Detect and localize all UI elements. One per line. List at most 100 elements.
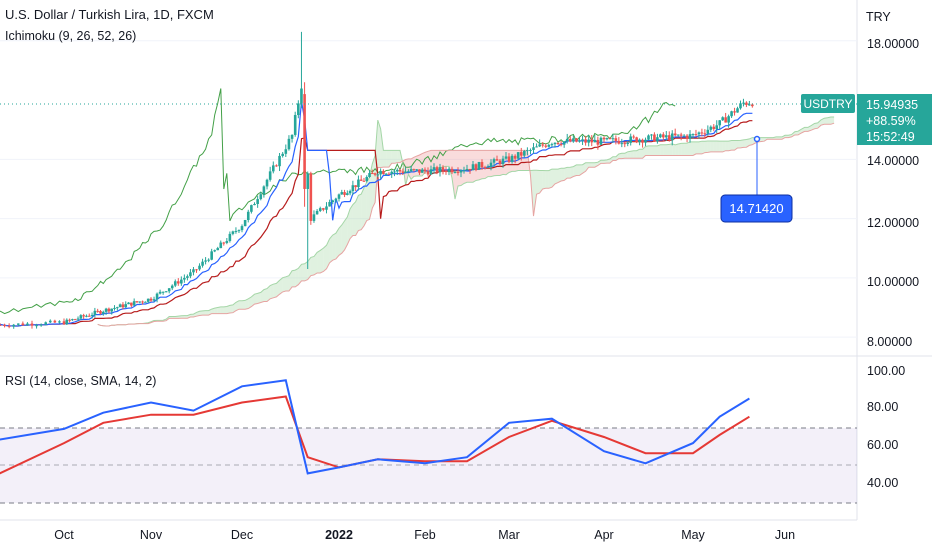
cloud-segment [536,170,540,195]
candle [293,111,297,137]
candle [281,152,284,158]
candle [161,291,165,295]
cloud-segment [347,208,351,245]
cloud-segment [434,150,437,170]
rsi-line [0,379,750,475]
cloud-segment [482,150,485,179]
time-label: Oct [54,528,74,542]
last-price-badge[interactable] [857,94,932,145]
cloud-segment [776,136,780,140]
candle [532,142,535,154]
price-tick: 12.00000 [867,216,919,230]
candle [3,323,6,328]
candle [246,209,250,223]
symbol-badge[interactable] [801,94,855,113]
cloud-segment [238,300,242,310]
candle [465,164,469,171]
candlestick-series [0,31,754,329]
cloud-segment [301,263,305,281]
candle [12,323,16,329]
rsi-label[interactable]: RSI (14, close, SMA, 14, 2) [5,374,156,388]
cloud-segment [639,149,643,159]
cloud-segment [363,182,367,226]
cloud-segment [695,141,699,154]
indicator-label[interactable]: Ichimoku (9, 26, 52, 26) [5,29,136,43]
candle [659,133,662,139]
candle [736,106,739,113]
candle [256,195,259,208]
candle [739,100,742,110]
cloud-segment [257,292,261,304]
candle [541,142,545,148]
candle [629,133,632,146]
cloud-segment [609,156,613,164]
rsi-tick: 100.00 [867,364,905,378]
cloud-segment [260,289,264,303]
cloud-segment [452,150,455,200]
candle [177,278,180,286]
candle [742,98,745,107]
cloud-segment [251,294,255,307]
leading-span-b-line [97,122,835,327]
candle [395,168,399,176]
callout-box[interactable] [720,194,793,223]
cloud-segment [698,141,702,154]
candle [513,154,517,164]
cloud-segment [779,136,783,140]
cloud-segment [704,141,708,153]
candle [158,289,162,295]
candle [306,171,310,269]
candle [234,227,238,234]
candle [167,288,171,294]
candle [149,297,153,302]
candle [71,318,74,321]
candle [712,124,716,132]
candle [164,291,168,293]
candle [93,307,97,318]
price-tick: 10.00000 [867,275,919,289]
symbol-badge-text: USDTRY [803,97,852,111]
cloud-segment [313,252,318,275]
candle [700,128,704,137]
cloud-segment [341,221,345,254]
candle [685,134,689,143]
last-price-value: 15.94935 [866,98,918,112]
cloud-segment [707,141,711,153]
candle [429,165,433,175]
candle [7,323,11,329]
cloud-segment [184,315,188,319]
cloud-segment [585,162,589,172]
time-label: Dec [231,528,253,542]
candle [62,318,66,325]
candle [390,170,394,178]
candle [275,164,278,167]
candle [328,199,331,207]
candle [99,310,102,315]
time-label: Mar [498,528,520,542]
candle [382,169,385,175]
callout-anchor[interactable] [753,135,761,143]
cloud-segment [446,150,449,167]
candle [39,323,43,327]
candle [290,134,294,143]
candle [240,224,244,233]
cloud-segment [323,245,327,272]
price-tick: 14.00000 [867,154,919,168]
candle [110,308,114,315]
cloud-segment [539,170,543,194]
cloud-segment [657,144,661,156]
cloud-segment [369,163,373,220]
candle [318,206,322,213]
candle [35,323,38,329]
candle [312,210,316,223]
candle [510,154,514,164]
candle [526,147,529,156]
cloud-segment [701,141,705,154]
cloud-segment [740,139,744,148]
candle [673,128,677,137]
cloud-segment [743,139,747,148]
cloud-segment [202,310,206,316]
candle [575,137,578,143]
cloud-segment [242,300,246,310]
